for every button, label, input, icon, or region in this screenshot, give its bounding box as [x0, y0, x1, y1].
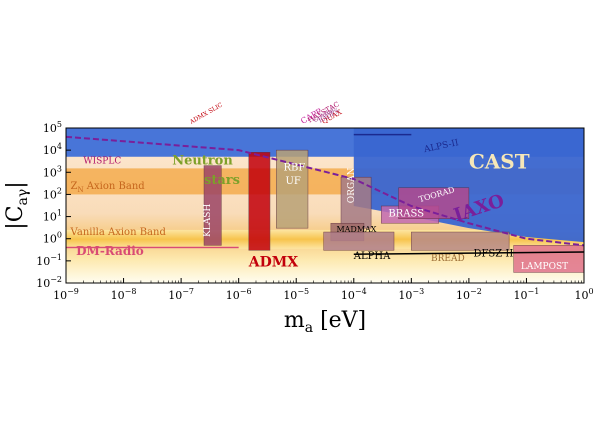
label-uf: UF: [285, 176, 300, 187]
experiment-alpha: [323, 231, 395, 251]
y-tick-label: 10−2: [36, 275, 62, 290]
label-klash: KLASH: [203, 204, 213, 237]
y-tick-label: 100: [43, 231, 62, 246]
y-axis-ticks: 10−2 10−1 100 101 102 103 104 105: [36, 120, 71, 290]
label-wisplc: WISPLC: [83, 156, 121, 166]
experiment-bread: [411, 231, 510, 251]
label-brass: BRASS: [388, 209, 424, 220]
experiment-admx: [248, 152, 271, 251]
y-tick-label: 101: [43, 209, 62, 224]
x-tick-label: 10−4: [341, 287, 367, 302]
experiment-klash: [203, 165, 222, 246]
label-madmax: MADMAX: [336, 225, 376, 234]
plot-frame: [65, 127, 585, 284]
x-tick-label: 10−9: [53, 287, 79, 302]
experiment-lampost: [513, 245, 584, 273]
y-tick-label: 10−1: [36, 253, 62, 268]
x-tick-label: 10−5: [283, 287, 309, 302]
experiment-organ: [340, 176, 372, 229]
sensitivity-lines: [66, 133, 584, 255]
x-tick-label: 10−8: [111, 287, 137, 302]
label-admx-slic: ADMX SLIC: [188, 101, 224, 126]
y-axis-title: |Caγ|: [3, 181, 31, 229]
line-iaxo: [66, 135, 584, 247]
x-tick-label: 10−6: [226, 287, 252, 302]
label-rbf: RBF: [283, 163, 305, 174]
y-tick-label: 104: [43, 142, 62, 157]
label-cast: CAST: [469, 149, 530, 173]
label-stars: stars: [204, 173, 240, 188]
label-lampost: LAMPOST: [521, 262, 568, 272]
label-dm-radio: DM-Radio: [76, 244, 144, 258]
label-alpha: ALPHA: [353, 251, 391, 262]
x-axis-ticks: 10−9 10−8 10−7 10−6 10−5 10−4 10−3 10−2 10−1 100: [53, 278, 594, 302]
label-bread: BREAD: [431, 254, 465, 264]
line-dfsz-ii: [353, 251, 584, 255]
x-tick-label: 100: [574, 287, 593, 302]
x-tick-label: 10−7: [168, 287, 194, 302]
label-admx: ADMX: [248, 255, 299, 271]
label-vanilla-axion-band: Vanilla Axion Band: [70, 227, 167, 238]
label-z-axion-band: ZN Axion Band: [71, 181, 146, 194]
label-organ: ORGAN: [347, 167, 357, 203]
y-tick-label: 105: [43, 120, 62, 135]
y-tick-label: 103: [43, 164, 62, 179]
x-tick-label: 10−2: [456, 287, 482, 302]
x-axis-title: ma [eV]: [284, 308, 366, 336]
x-tick-label: 10−3: [398, 287, 424, 302]
x-tick-label: 10−1: [514, 287, 540, 302]
label-neutron: Neutron: [172, 154, 233, 169]
y-tick-label: 102: [43, 186, 62, 201]
label-dfsz-ii: DFSZ II: [473, 248, 513, 259]
